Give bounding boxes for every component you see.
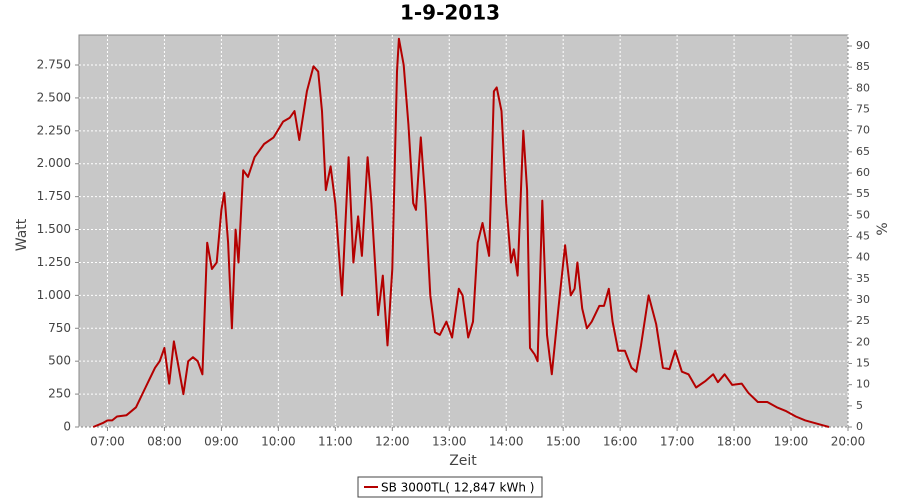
- y-tick-label: 2.250: [37, 123, 71, 137]
- y-tick-label: 2.000: [37, 156, 71, 170]
- data-line: [92, 37, 830, 428]
- y2-tick-label: 85: [856, 60, 870, 73]
- x-tick-label: 16:00: [603, 435, 638, 449]
- y2-tick-label: 40: [856, 251, 870, 264]
- y2-tick-label: 90: [856, 39, 870, 52]
- chart-title: 1-9-2013: [400, 1, 500, 25]
- x-axis-label: Zeit: [449, 453, 477, 469]
- y-tick-label: 1.750: [37, 189, 71, 203]
- y2-tick-label: 75: [856, 103, 870, 116]
- x-tick-label: 10:00: [261, 435, 296, 449]
- y-axis-label: Watt: [14, 218, 30, 251]
- y-tick-label: 2.500: [37, 90, 71, 104]
- y2-tick-label: 25: [856, 314, 870, 327]
- x-tick-label: 14:00: [489, 435, 524, 449]
- y2-tick-label: 15: [856, 357, 870, 370]
- x-tick-label: 09:00: [204, 435, 239, 449]
- y2-tick-label: 45: [856, 230, 870, 243]
- x-tick-label: 08:00: [147, 435, 182, 449]
- y2-tick-label: 55: [856, 187, 870, 200]
- x-tick-label: 15:00: [546, 435, 581, 449]
- x-tick-label: 11:00: [318, 435, 353, 449]
- y-tick-label: 750: [48, 321, 71, 335]
- x-tick-label: 19:00: [774, 435, 809, 449]
- plot-area: [78, 34, 849, 428]
- y2-axis-label: %: [875, 222, 891, 235]
- y2-tick-label: 5: [856, 399, 863, 412]
- legend: [357, 476, 543, 498]
- y2-tick-label: 30: [856, 293, 870, 306]
- y2-tick-label: 0: [856, 420, 863, 433]
- y2-tick-label: 50: [856, 208, 870, 221]
- y-tick-label: 0: [63, 420, 71, 434]
- x-tick-label: 18:00: [717, 435, 752, 449]
- x-tick-label: 12:00: [375, 435, 410, 449]
- y2-tick-label: 60: [856, 166, 870, 179]
- y2-tick-label: 10: [856, 378, 870, 391]
- x-tick-label: 17:00: [660, 435, 695, 449]
- y-tick-label: 2.750: [37, 58, 71, 72]
- x-tick-label: 20:00: [831, 435, 866, 449]
- y-tick-label: 1.000: [37, 288, 71, 302]
- y-tick-label: 500: [48, 354, 71, 368]
- y2-tick-label: 35: [856, 272, 870, 285]
- legend-label: SB 3000TL( 12,847 kWh ): [381, 481, 534, 495]
- y2-tick-label: 70: [856, 124, 870, 137]
- x-tick-label: 07:00: [90, 435, 125, 449]
- y2-tick-label: 80: [856, 81, 870, 94]
- y-tick-label: 250: [48, 387, 71, 401]
- y-tick-label: 1.500: [37, 222, 71, 236]
- x-tick-label: 13:00: [432, 435, 467, 449]
- y2-tick-label: 20: [856, 335, 870, 348]
- y2-tick-label: 65: [856, 145, 870, 158]
- y-tick-label: 1.250: [37, 255, 71, 269]
